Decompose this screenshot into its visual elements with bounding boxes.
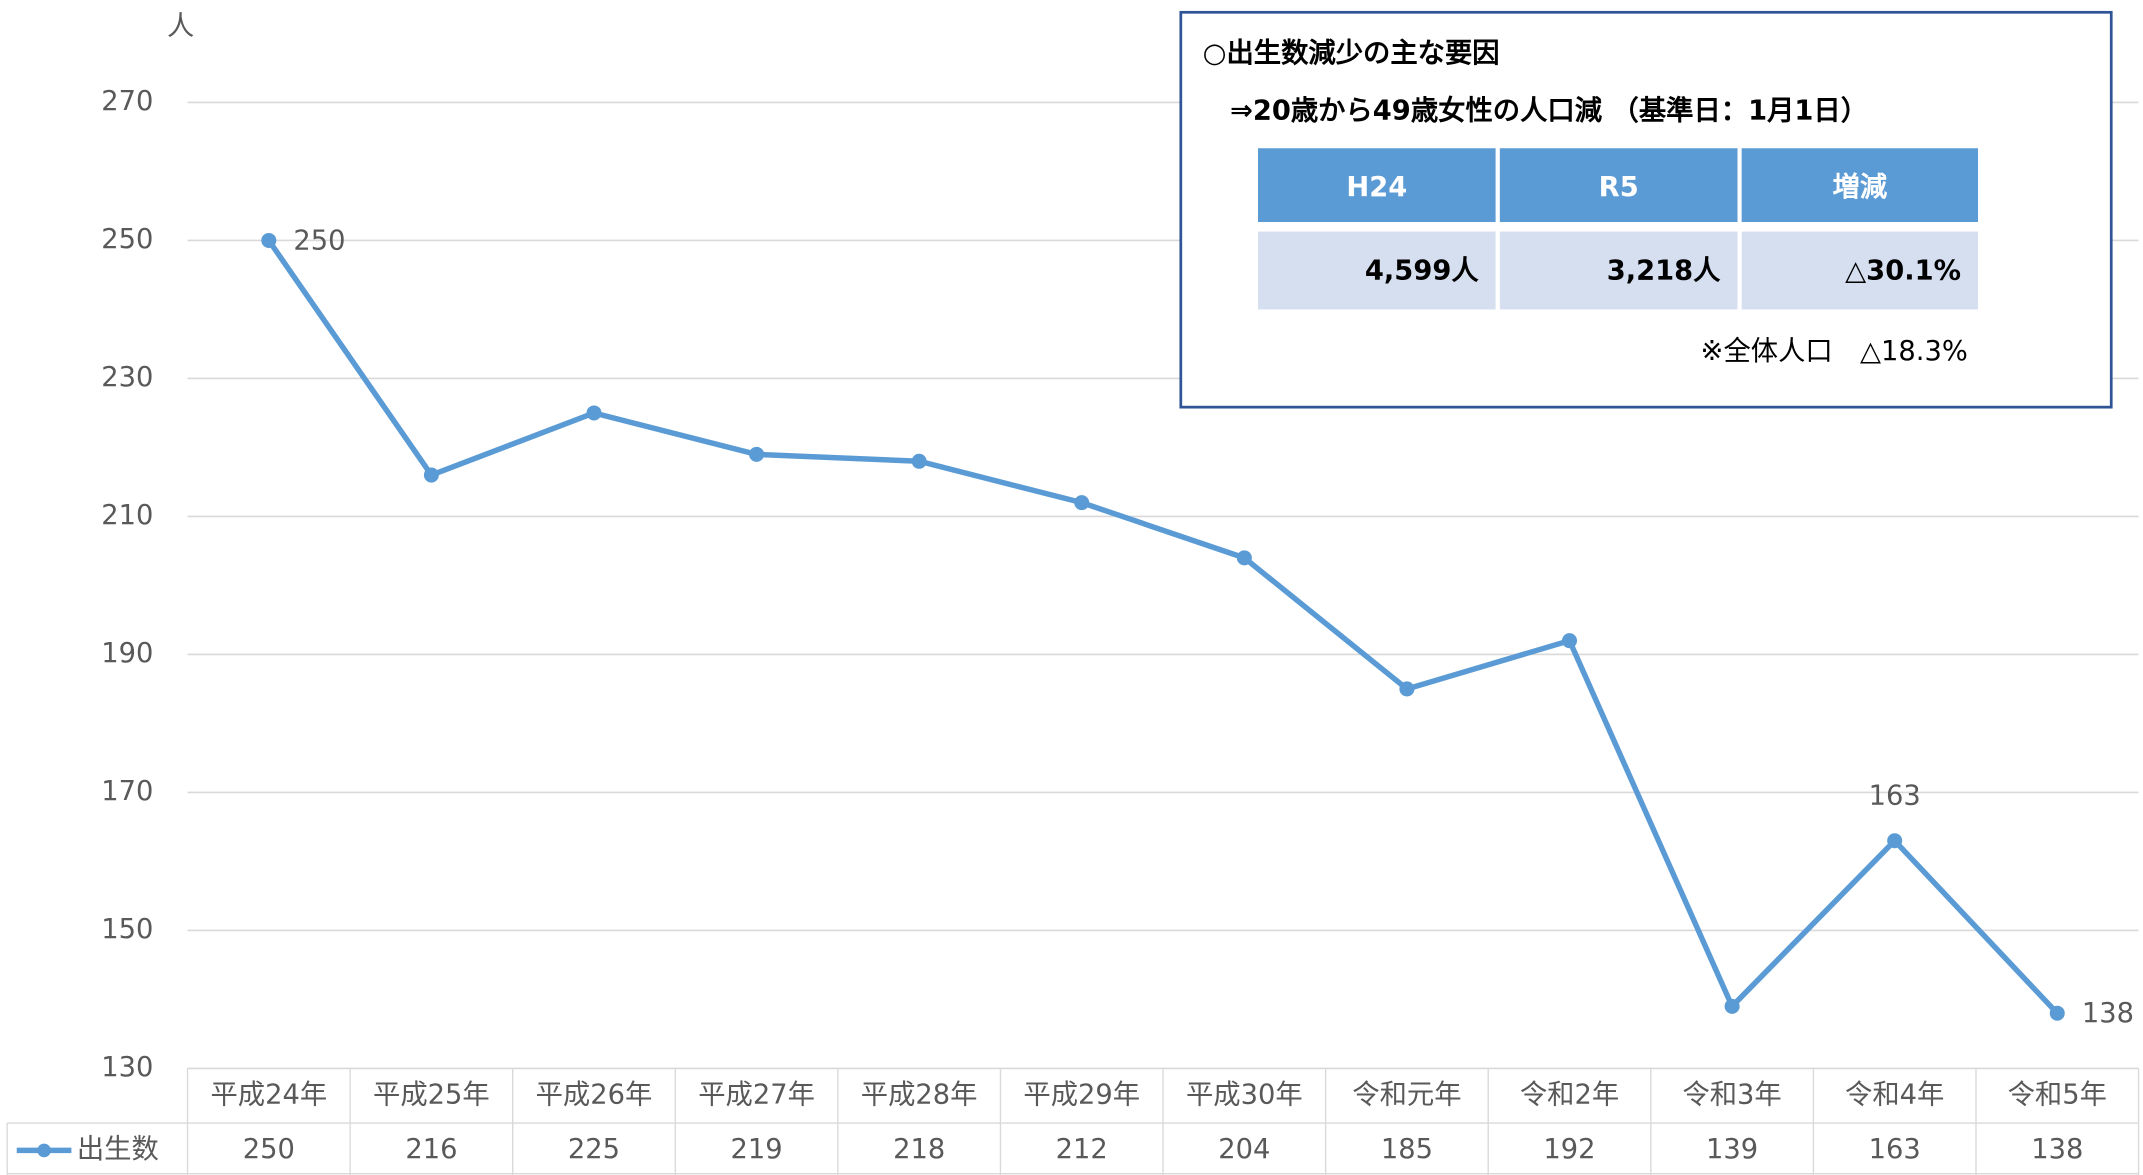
y-tick-label: 250 <box>101 224 153 255</box>
data-table: 出生数 平成24年 250 平成25年 216 平成26年 225 平成27年 219 平成28年… <box>6 1068 2140 1175</box>
grid: 130 150 170 190 210 230 250 270 出生数 平成24年 250 平成25年… <box>6 86 2140 1175</box>
point <box>749 446 765 462</box>
table-value: 250 <box>243 1134 295 1165</box>
inset-cell <box>1737 227 1983 314</box>
x-tick-label: 平成26年 <box>536 1079 653 1110</box>
inset-cell-text: 4,599人 <box>1365 255 1479 286</box>
point <box>1074 495 1090 511</box>
y-unit: 人 <box>167 11 194 42</box>
inset-cell <box>1253 227 1500 314</box>
table-value: 192 <box>1543 1134 1595 1165</box>
data-label: 138 <box>2082 998 2134 1029</box>
table-value: 219 <box>731 1134 783 1165</box>
x-tick-label: 平成29年 <box>1023 1079 1140 1110</box>
data-label: 250 <box>293 225 345 256</box>
y-tick-label: 170 <box>101 776 153 807</box>
point <box>911 453 927 469</box>
table-value: 138 <box>2031 1134 2083 1165</box>
point <box>1236 550 1252 566</box>
inset-header-text: R5 <box>1599 172 1639 203</box>
inset-cell-text: △30.1% <box>1845 255 1961 286</box>
series-line <box>266 238 2060 1016</box>
point <box>1399 681 1415 697</box>
x-tick-label: 平成24年 <box>210 1079 327 1110</box>
x-tick-label: 令和4年 <box>1845 1079 1944 1110</box>
table-value: 212 <box>1056 1134 1108 1165</box>
point <box>586 405 602 421</box>
inset-note: ※全体人口 △18.3% <box>1701 336 1968 367</box>
x-tick-label: 平成27年 <box>698 1079 815 1110</box>
point <box>423 467 439 483</box>
table-value: 204 <box>1218 1134 1270 1165</box>
point <box>261 232 277 248</box>
inset-header-text: 増減 <box>1833 171 1888 203</box>
legend-marker <box>37 1143 51 1158</box>
table-value: 225 <box>568 1134 620 1165</box>
x-tick-label: 令和5年 <box>2008 1079 2107 1110</box>
table-value: 185 <box>1381 1134 1433 1165</box>
inset-subtitle: ⇒20歳から49歳女性の人口減 （基準日：1月1日） <box>1230 95 1868 127</box>
y-tick-label: 270 <box>101 86 153 117</box>
table-value: 218 <box>893 1134 945 1165</box>
point <box>1887 833 1903 849</box>
inset-header-text: H24 <box>1346 172 1407 203</box>
point <box>1724 998 1740 1014</box>
y-tick-label: 190 <box>101 638 153 669</box>
inset-cell <box>1495 227 1742 314</box>
inset-header-cell <box>1737 144 1983 227</box>
inset-title: ○出生数減少の主な要因 <box>1203 38 1500 69</box>
table-value: 163 <box>1869 1134 1921 1165</box>
y-tick-label: 230 <box>101 362 153 393</box>
y-tick-label: 210 <box>101 500 153 531</box>
x-tick-label: 平成25年 <box>373 1079 490 1110</box>
inset: ○出生数減少の主な要因 ⇒20歳から49歳女性の人口減 （基準日：1月1日） ※… <box>1179 10 2113 409</box>
data-label: 163 <box>1869 781 1921 812</box>
inset-cell-text: 3,218人 <box>1607 255 1721 286</box>
y-tick-label: 130 <box>101 1052 153 1083</box>
table-value: 216 <box>405 1134 457 1165</box>
x-tick-label: 令和元年 <box>1352 1079 1461 1110</box>
legend-label: 出生数 <box>77 1134 159 1165</box>
x-tick-label: 令和3年 <box>1682 1079 1781 1110</box>
x-tick-label: 令和2年 <box>1520 1079 1619 1110</box>
point <box>2049 1005 2065 1021</box>
x-tick-label: 平成28年 <box>861 1079 978 1110</box>
x-tick-label: 平成30年 <box>1186 1079 1303 1110</box>
y-tick-label: 150 <box>101 914 153 945</box>
point <box>1561 633 1578 649</box>
table-value: 139 <box>1706 1134 1758 1165</box>
